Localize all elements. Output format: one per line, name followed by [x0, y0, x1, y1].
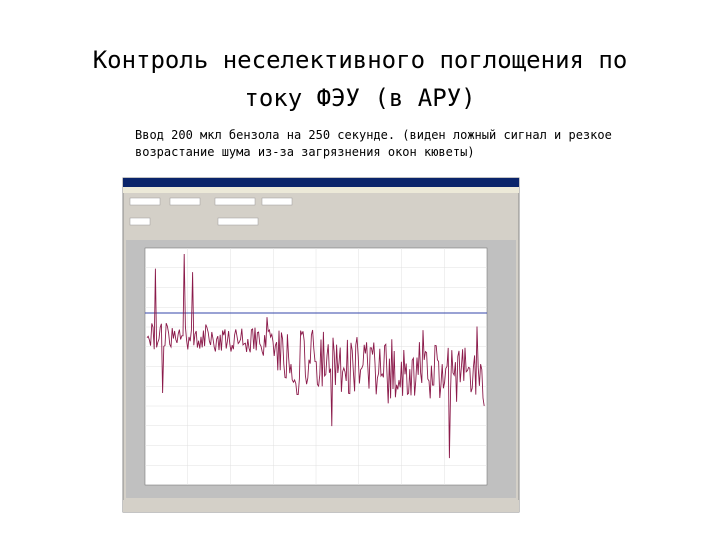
grid [145, 248, 487, 485]
title-bar [123, 178, 519, 187]
slide-title: току ФЭУ (в АРУ) [244, 84, 476, 112]
status-bar [123, 500, 519, 512]
menu-bar [123, 187, 519, 193]
slide-title: Контроль неселективного поглощения по [92, 46, 628, 74]
caption: Ввод 200 мкл бензола на 250 секунде. (ви… [135, 128, 612, 142]
signal-trace [146, 253, 485, 459]
toolbar [129, 197, 293, 226]
caption: возрастание шума из-за загрязнения окон … [135, 145, 475, 159]
